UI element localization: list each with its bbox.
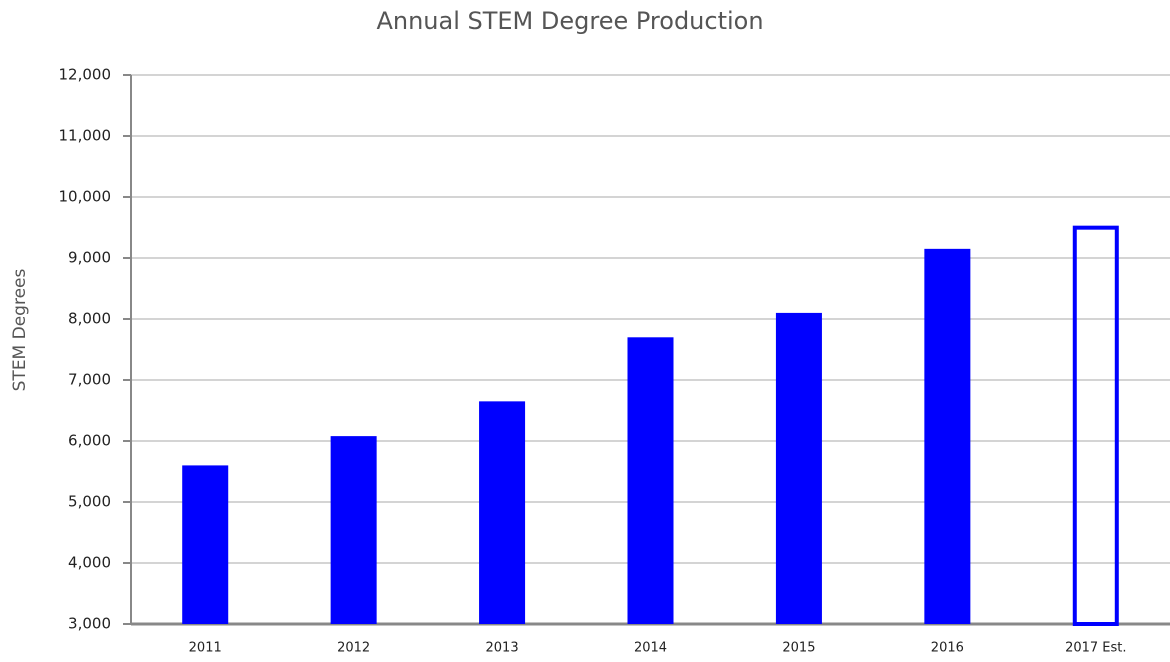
y-tick-label: 12,000 xyxy=(59,66,112,84)
y-tick-label: 3,000 xyxy=(68,615,111,633)
y-tick-label: 6,000 xyxy=(68,432,111,450)
x-tick-label: 2015 xyxy=(782,641,815,656)
y-tick-label: 5,000 xyxy=(68,493,111,511)
bar xyxy=(1072,225,1119,626)
y-tick-label: 11,000 xyxy=(59,127,112,145)
chart-title: Annual STEM Degree Production xyxy=(376,7,763,35)
bar xyxy=(182,465,229,624)
x-tick-label: 2016 xyxy=(931,641,964,656)
y-tick-label: 9,000 xyxy=(68,249,111,267)
x-tick-label: 2014 xyxy=(634,641,667,656)
y-tick-label: 10,000 xyxy=(59,188,112,206)
y-axis-label: STEM Degrees xyxy=(10,268,30,391)
bar xyxy=(775,312,822,624)
x-tick-label: 2017 Est. xyxy=(1065,641,1126,656)
x-tick-label: 2013 xyxy=(486,641,519,656)
y-tick-label: 4,000 xyxy=(68,554,111,572)
x-tick-label: 2011 xyxy=(189,641,222,656)
bar xyxy=(479,401,526,624)
y-tick-label: 8,000 xyxy=(68,310,111,328)
bar xyxy=(627,337,674,624)
y-tick-label: 7,000 xyxy=(68,371,111,389)
bar xyxy=(330,436,377,624)
bar xyxy=(924,248,971,624)
x-tick-label: 2012 xyxy=(337,641,370,656)
